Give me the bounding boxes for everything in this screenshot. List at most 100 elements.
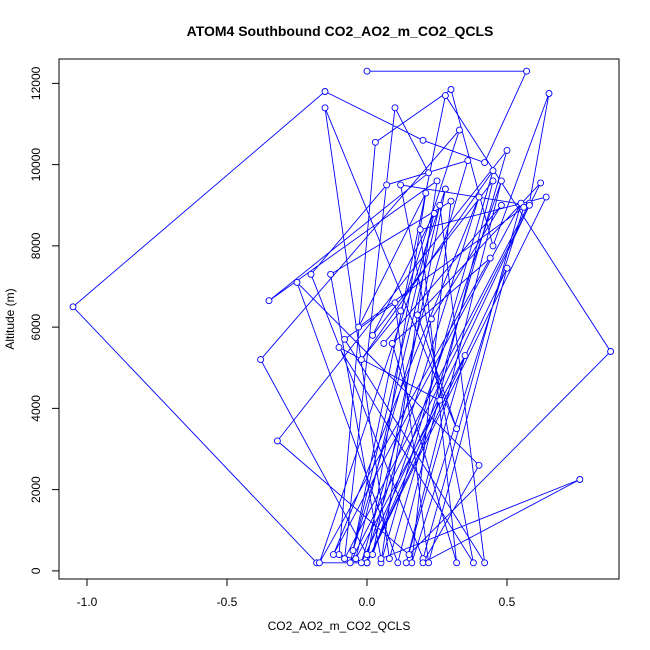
data-point [273, 437, 281, 445]
data-point [391, 104, 399, 112]
x-tick-label: 0.5 [499, 595, 516, 609]
data-point [341, 335, 349, 343]
data-point [422, 189, 430, 197]
data-point [257, 356, 265, 364]
data-point [293, 278, 301, 286]
data-point [489, 177, 497, 185]
y-tick-label: 2000 [29, 476, 43, 503]
data-point [397, 181, 405, 189]
data-point [425, 559, 433, 567]
data-point [436, 201, 444, 209]
y-axis: 0 2000 4000 6000 8000 10000 12000 [29, 66, 60, 574]
data-point [503, 264, 511, 272]
x-tick-label: -1.0 [77, 595, 98, 609]
data-point [441, 185, 449, 193]
data-point [371, 138, 379, 146]
data-point [545, 90, 553, 97]
data-point [469, 559, 477, 567]
data-point [416, 226, 424, 234]
data-point [363, 559, 371, 567]
data-point [408, 559, 416, 567]
data-point [503, 146, 511, 154]
series-line [72, 70, 612, 565]
data-point [489, 242, 497, 250]
data-point [69, 303, 77, 311]
data-point [352, 555, 360, 563]
data-point [394, 559, 402, 567]
data-point [486, 254, 494, 262]
data-point [402, 559, 410, 567]
data-point [607, 348, 615, 355]
data-point [307, 270, 315, 278]
data-point [461, 352, 469, 360]
data-point [489, 167, 497, 175]
data-point [357, 559, 365, 567]
data-point [542, 193, 550, 201]
data-point [335, 343, 343, 351]
data-point [397, 307, 405, 315]
data-point [321, 88, 329, 95]
data-point [481, 159, 489, 167]
data-point [388, 339, 396, 347]
data-point [447, 86, 455, 93]
data-point [525, 201, 533, 209]
data-point [369, 551, 377, 559]
data-point [453, 425, 461, 433]
data-point [419, 559, 427, 567]
data-point [497, 177, 505, 185]
data-point [363, 67, 371, 75]
data-point [481, 559, 489, 567]
data-point [377, 555, 385, 563]
data-point [391, 299, 399, 307]
data-point [537, 179, 545, 187]
data-point [447, 197, 455, 205]
data-point [355, 323, 363, 331]
data-point [327, 270, 335, 278]
data-point [464, 157, 472, 165]
data-point [363, 551, 371, 559]
data-point [475, 193, 483, 201]
chart-title: ATOM4 Southbound CO2_AO2_m_CO2_QCLS [187, 23, 494, 39]
data-point [433, 177, 441, 185]
data-point [265, 297, 273, 305]
data-point [380, 339, 388, 347]
data-point [413, 311, 421, 319]
data-series [69, 67, 615, 567]
data-point [341, 555, 349, 563]
data-point [576, 476, 584, 483]
data-point [357, 356, 365, 364]
y-tick-label: 4000 [29, 395, 43, 422]
data-point [430, 209, 438, 217]
data-point [385, 555, 393, 563]
plot-frame [58, 58, 620, 580]
data-point [369, 331, 377, 339]
data-point [523, 67, 531, 75]
data-point [419, 136, 427, 144]
x-axis: -1.0 -0.5 0.0 0.5 [77, 578, 516, 609]
x-tick-label: 0.0 [359, 595, 376, 609]
data-point [441, 92, 449, 100]
data-point [427, 315, 435, 323]
data-point [349, 547, 357, 555]
data-point [455, 126, 463, 134]
x-axis-label: CO2_AO2_m_CO2_QCLS [268, 619, 411, 633]
data-point [425, 169, 433, 177]
y-axis-label: Altitude (m) [3, 288, 17, 349]
data-point [315, 559, 323, 567]
y-tick-label: 8000 [29, 232, 43, 259]
data-point [335, 551, 343, 559]
data-point [329, 551, 337, 559]
x-tick-label: -0.5 [217, 595, 238, 609]
data-point [497, 201, 505, 209]
y-tick-label: 0 [29, 567, 43, 574]
data-point [436, 396, 444, 404]
y-tick-label: 12000 [29, 66, 43, 100]
data-point [346, 559, 354, 567]
data-point [475, 461, 483, 469]
data-point [520, 203, 528, 211]
data-point [453, 559, 461, 567]
data-point [405, 551, 413, 559]
y-tick-label: 10000 [29, 148, 43, 182]
data-point [383, 181, 391, 189]
